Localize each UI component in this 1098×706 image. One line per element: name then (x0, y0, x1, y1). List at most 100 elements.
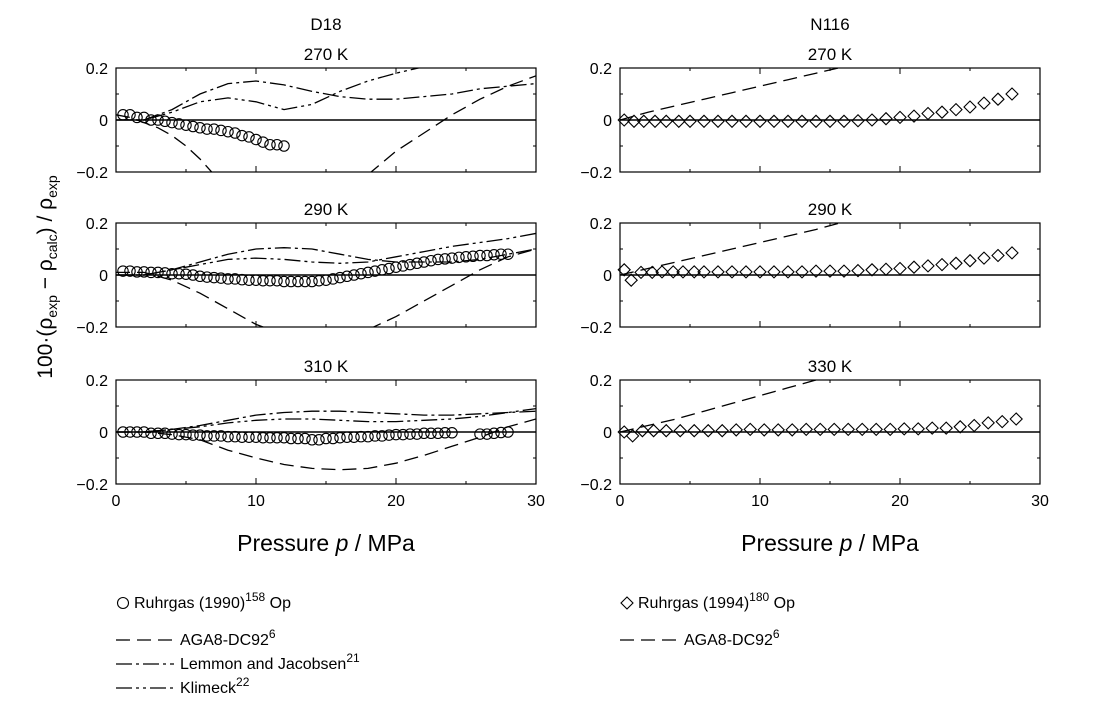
data-point (271, 138, 283, 151)
data-point (376, 264, 388, 276)
panel-n116-290k: 290 K 0.2 0 −0.2 (580, 200, 1041, 337)
data-point (1005, 246, 1019, 260)
data-point (697, 114, 711, 129)
data-point (201, 430, 213, 442)
data-point (334, 431, 346, 444)
panel-title: 290 K (808, 200, 853, 219)
y-tick-label: −0.2 (580, 477, 612, 494)
data-point (194, 270, 206, 283)
data-point (390, 428, 402, 441)
data-point (439, 253, 451, 265)
data-point (488, 248, 500, 261)
data-point (739, 114, 753, 129)
series-line-dash (372, 248, 536, 327)
data-point (152, 266, 164, 279)
data-point (977, 96, 991, 110)
data-point (355, 267, 367, 280)
data-point (911, 422, 925, 436)
data-point (893, 110, 907, 125)
series-points (617, 87, 1019, 129)
data-point (687, 265, 701, 279)
data-point (837, 264, 851, 278)
data-point (995, 414, 1009, 429)
data-point (673, 423, 687, 438)
data-point (827, 422, 841, 437)
data-point (809, 264, 823, 278)
data-point (334, 271, 346, 284)
y-tick-label: 0.2 (590, 216, 612, 233)
data-point (767, 265, 781, 279)
data-point (977, 251, 991, 265)
series-points (117, 248, 514, 288)
series-line-dashdot (116, 80, 536, 121)
legend-label: AGA8-DC926 (684, 627, 780, 649)
data-point (404, 428, 416, 440)
panel-d18-270k: 270 K 0.2 0 −0.2 (76, 45, 537, 182)
data-point (201, 123, 213, 135)
data-point (921, 106, 935, 121)
data-point (390, 261, 402, 273)
data-point (264, 431, 276, 444)
series-lines (116, 232, 536, 327)
legend-label: Klimeck22 (180, 675, 250, 697)
data-point (646, 423, 661, 438)
x-axis-label-d18: Pressure p / MPa (237, 530, 415, 556)
data-point (194, 122, 206, 134)
data-point (687, 423, 701, 438)
data-point (627, 114, 641, 129)
data-point (208, 430, 220, 442)
series-line-dash (620, 223, 840, 276)
data-point (187, 429, 199, 441)
data-point (159, 115, 171, 128)
series-line-dash (116, 114, 213, 172)
data-point (250, 431, 262, 443)
data-point (771, 423, 785, 437)
data-point (271, 274, 283, 287)
data-point (236, 431, 248, 443)
y-tick-label: −0.2 (76, 477, 108, 494)
series-line-dashdot (116, 410, 536, 433)
series-line-dash (116, 418, 536, 471)
data-point (879, 111, 893, 126)
x-tick-label: 10 (247, 493, 265, 510)
data-point (683, 114, 697, 129)
data-point (257, 274, 269, 287)
legend-label: AGA8-DC926 (180, 627, 276, 649)
data-point (715, 423, 729, 438)
series-line-dashdot (116, 247, 536, 276)
data-point (383, 262, 395, 275)
data-point (739, 265, 753, 279)
data-point (397, 428, 409, 441)
data-point (781, 265, 795, 279)
data-point (841, 422, 855, 437)
data-point (271, 431, 283, 444)
data-point (404, 258, 416, 271)
legend-diamond-marker (620, 596, 634, 610)
data-point (809, 114, 823, 129)
data-point (299, 432, 311, 445)
data-point (166, 428, 178, 440)
y-tick-label: −0.2 (580, 165, 612, 182)
data-point (369, 430, 381, 442)
data-point (285, 275, 297, 288)
data-point (666, 265, 680, 279)
data-point (320, 274, 332, 286)
data-point (348, 431, 360, 443)
x-tick-label: 30 (1031, 493, 1049, 510)
data-point (785, 423, 799, 437)
x-axis-label-n116: Pressure p / MPa (741, 530, 919, 556)
data-point (907, 109, 921, 123)
data-point (701, 423, 715, 438)
data-point (893, 261, 907, 276)
data-point (117, 426, 129, 438)
data-point (460, 251, 472, 263)
data-point (229, 273, 241, 285)
data-point (348, 269, 360, 281)
series-lines (116, 68, 536, 172)
data-point (869, 422, 883, 437)
data-point (131, 266, 143, 278)
data-point (634, 265, 648, 280)
data-point (257, 136, 269, 148)
